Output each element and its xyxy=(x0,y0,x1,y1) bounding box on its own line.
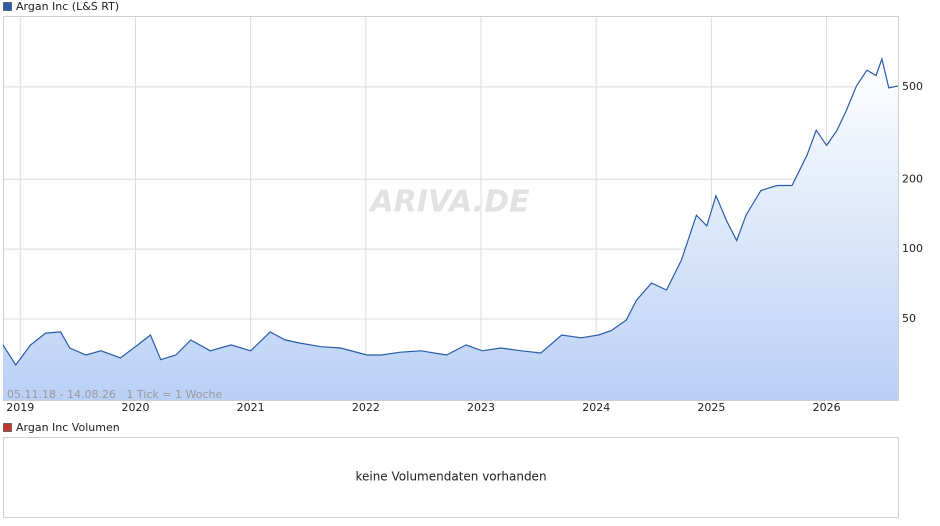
legend-swatch xyxy=(3,2,12,11)
line xyxy=(2,56,899,367)
x-tick-label: 2026 xyxy=(813,401,841,414)
legend-swatch xyxy=(3,423,12,432)
annotation: 05.11.18 - 14.08.26 1 Tick = 1 Woche xyxy=(7,388,222,401)
plot-frame xyxy=(3,16,899,401)
legend-label: Argan Inc (L&S RT) xyxy=(16,0,119,13)
legend-label: Argan Inc Volumen xyxy=(16,421,120,434)
x-tick-label: 2024 xyxy=(582,401,610,414)
y-tick-label: 50 xyxy=(902,312,916,325)
watermark: ARIVA.DE xyxy=(368,185,530,220)
volume-frame xyxy=(3,437,899,518)
x-tick-label: 2021 xyxy=(237,401,265,414)
x-tick-label: 2023 xyxy=(467,401,495,414)
area xyxy=(3,58,898,401)
y-tick-label: 200 xyxy=(902,172,923,185)
no-data-message: keine Volumendaten vorhanden xyxy=(355,470,546,484)
y-tick-label: 500 xyxy=(902,80,923,93)
x-tick-label: 2019 xyxy=(6,401,34,414)
x-tick-label: 2022 xyxy=(352,401,380,414)
x-tick-label: 2020 xyxy=(121,401,149,414)
y-tick-label: 100 xyxy=(902,242,923,255)
x-tick-label: 2025 xyxy=(697,401,725,414)
